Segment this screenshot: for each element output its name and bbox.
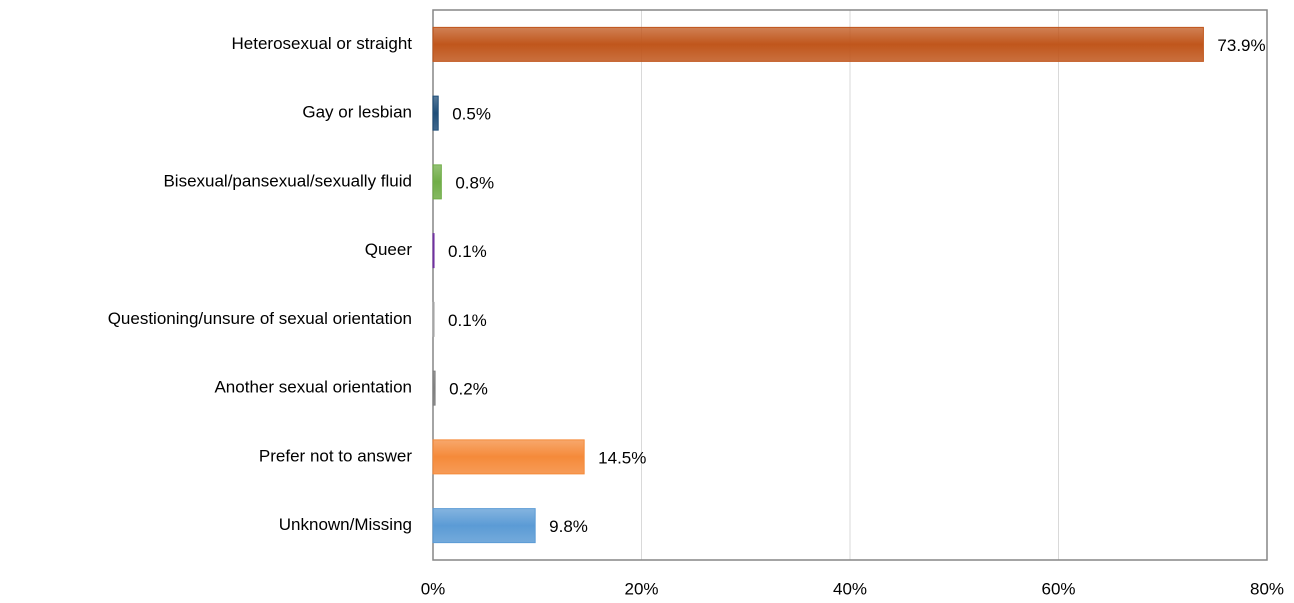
bar xyxy=(432,508,536,544)
y-tick-label: Another sexual orientation xyxy=(214,378,412,397)
bar xyxy=(432,164,442,200)
data-label: 14.5% xyxy=(598,448,646,467)
data-label: 0.5% xyxy=(452,105,491,124)
y-tick-label: Prefer not to answer xyxy=(259,446,412,465)
plot-border xyxy=(432,9,1268,561)
bar xyxy=(432,95,439,131)
data-label: 0.1% xyxy=(448,311,487,330)
y-tick-label: Questioning/unsure of sexual orientation xyxy=(108,309,412,328)
bar xyxy=(432,439,585,475)
y-tick-label: Bisexual/pansexual/sexually fluid xyxy=(163,171,412,190)
x-tick-label: 20% xyxy=(624,579,658,598)
x-tick-label: 40% xyxy=(833,579,867,598)
x-tick-label: 60% xyxy=(1041,579,1075,598)
data-label: 0.2% xyxy=(449,380,488,399)
data-label: 9.8% xyxy=(549,517,588,536)
x-tick-label: 0% xyxy=(421,579,446,598)
bar xyxy=(432,26,1204,62)
bar xyxy=(432,301,435,337)
data-label: 0.8% xyxy=(455,173,494,192)
bar xyxy=(432,370,436,406)
bar xyxy=(432,233,435,269)
data-label: 0.1% xyxy=(448,242,487,261)
y-tick-label: Gay or lesbian xyxy=(302,103,412,122)
data-label: 73.9% xyxy=(1217,36,1265,55)
y-tick-label: Unknown/Missing xyxy=(279,515,412,534)
x-tick-label: 80% xyxy=(1250,579,1284,598)
y-tick-label: Heterosexual or straight xyxy=(232,34,413,53)
y-tick-label: Queer xyxy=(365,240,413,259)
